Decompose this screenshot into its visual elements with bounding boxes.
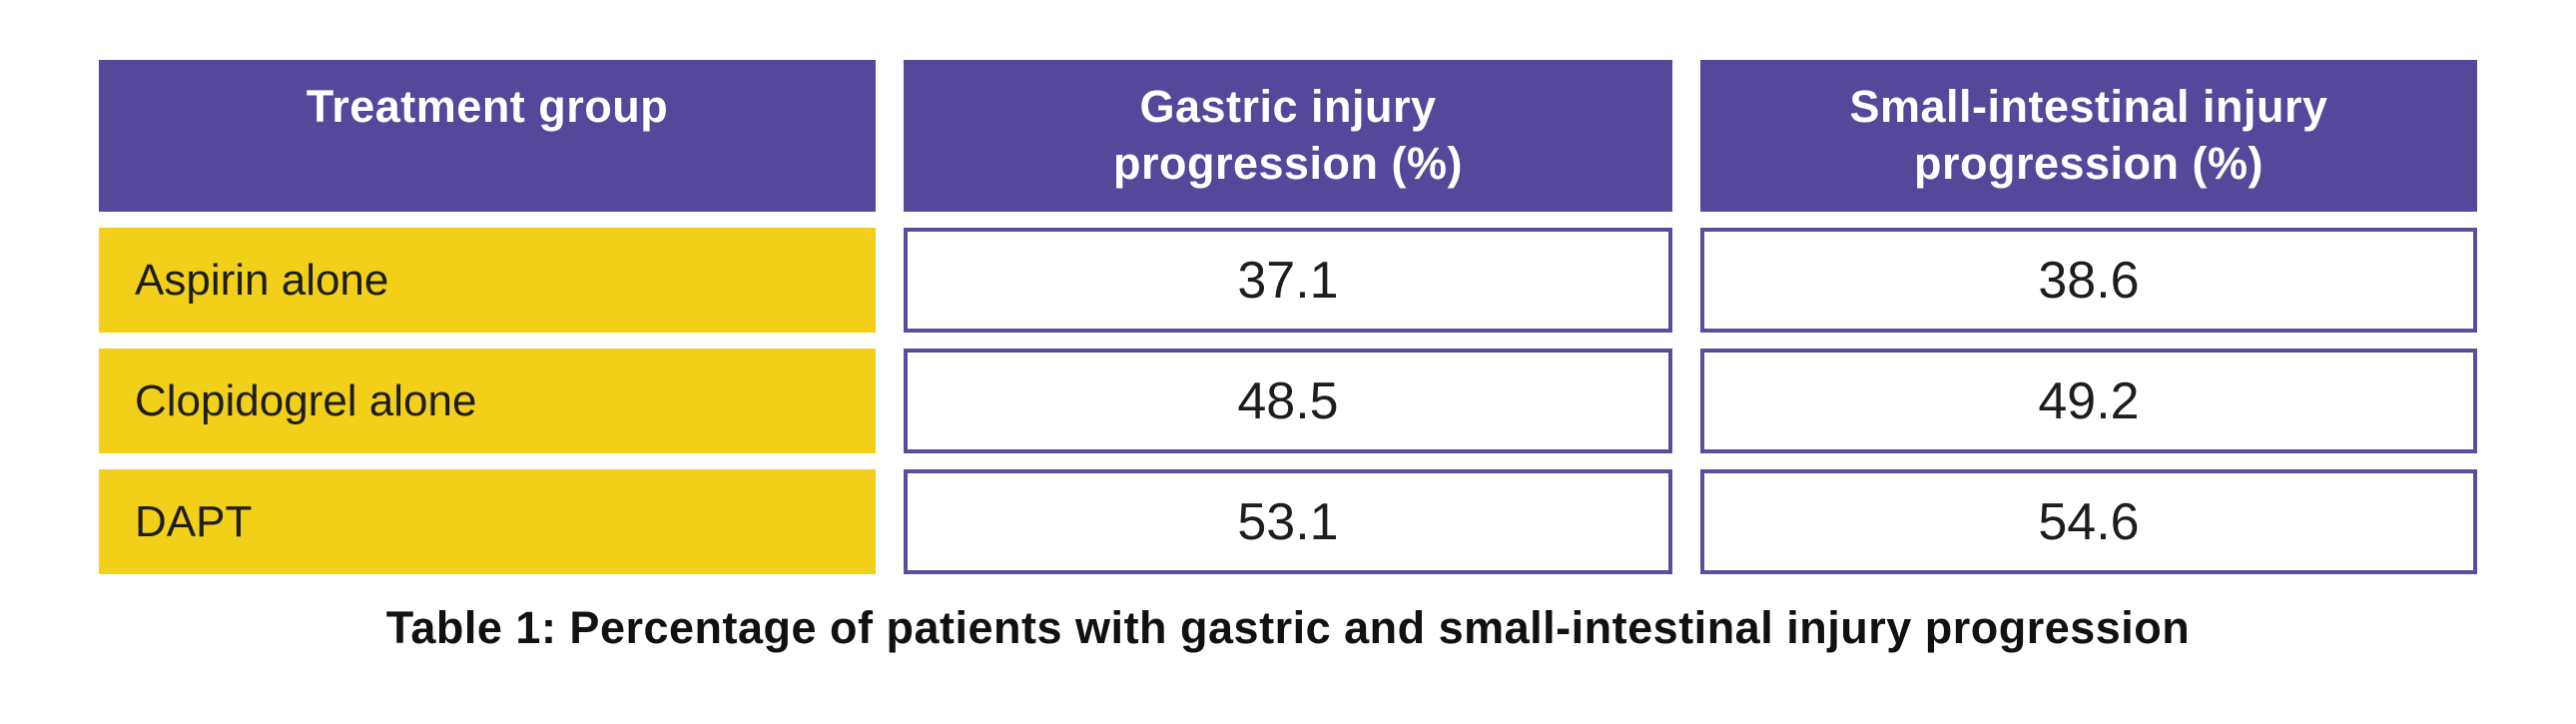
header-cell-treatment-group: Treatment group bbox=[99, 60, 876, 212]
value-clopidogrel-gastric: 48.5 bbox=[904, 349, 1672, 453]
header-cell-small-intestinal-injury: Small-intestinal injury progression (%) bbox=[1700, 60, 2477, 212]
table-caption: Table 1: Percentage of patients with gas… bbox=[385, 602, 2191, 653]
value-dapt-gastric: 53.1 bbox=[904, 469, 1672, 574]
value-aspirin-small-intestinal: 38.6 bbox=[1700, 228, 2477, 333]
header-cell-gastric-injury: Gastric injury progression (%) bbox=[904, 60, 1672, 212]
row-label-aspirin-alone: Aspirin alone bbox=[99, 228, 876, 333]
value-dapt-small-intestinal: 54.6 bbox=[1700, 469, 2477, 574]
data-table: Treatment group Gastric injury progressi… bbox=[99, 60, 2477, 574]
row-label-clopidogrel-alone: Clopidogrel alone bbox=[99, 349, 876, 453]
row-label-dapt: DAPT bbox=[99, 469, 876, 574]
value-aspirin-gastric: 37.1 bbox=[904, 228, 1672, 333]
value-clopidogrel-small-intestinal: 49.2 bbox=[1700, 349, 2477, 453]
